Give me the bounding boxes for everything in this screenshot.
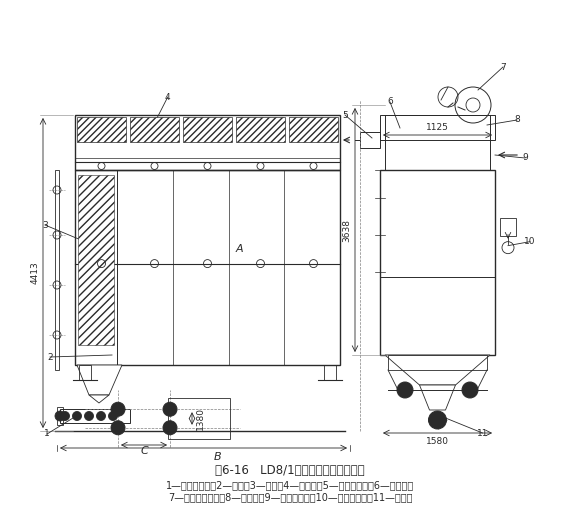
Text: A: A bbox=[236, 244, 243, 254]
Circle shape bbox=[111, 421, 125, 435]
Text: 10: 10 bbox=[524, 237, 536, 246]
Bar bbox=[168, 398, 230, 439]
Text: 1—螺旋输送机；2—灰斗；3—滤袋；4—检修门；5—净化气出口；6—排气阀；: 1—螺旋输送机；2—灰斗；3—滤袋；4—检修门；5—净化气出口；6—排气阀； bbox=[166, 480, 414, 490]
Text: 8: 8 bbox=[514, 116, 520, 124]
Polygon shape bbox=[385, 355, 490, 385]
Text: 图6-16   LD8/1型机械振打袋式除尘器: 图6-16 LD8/1型机械振打袋式除尘器 bbox=[215, 464, 365, 477]
Circle shape bbox=[397, 382, 413, 398]
Text: 2: 2 bbox=[47, 352, 53, 362]
Bar bbox=[75, 170, 117, 365]
Text: 1: 1 bbox=[44, 429, 50, 438]
Circle shape bbox=[462, 382, 478, 398]
Text: B: B bbox=[213, 452, 222, 462]
Circle shape bbox=[429, 411, 447, 429]
Text: 9: 9 bbox=[522, 153, 528, 163]
Circle shape bbox=[73, 412, 81, 421]
Text: 3: 3 bbox=[42, 220, 48, 229]
Bar bbox=[500, 218, 516, 236]
Text: 1580: 1580 bbox=[426, 437, 449, 446]
Bar bbox=[236, 117, 285, 142]
Circle shape bbox=[84, 412, 93, 421]
Bar bbox=[183, 117, 232, 142]
Text: 4413: 4413 bbox=[31, 261, 39, 285]
Bar bbox=[55, 170, 59, 370]
Text: 3638: 3638 bbox=[343, 218, 351, 242]
Circle shape bbox=[55, 411, 65, 421]
Text: 7: 7 bbox=[500, 62, 506, 71]
Bar bbox=[380, 170, 495, 355]
Circle shape bbox=[96, 412, 106, 421]
Text: 6: 6 bbox=[387, 98, 393, 107]
Text: 5: 5 bbox=[342, 110, 348, 120]
Bar bbox=[289, 117, 338, 142]
Bar bbox=[78, 175, 114, 345]
Text: 1380: 1380 bbox=[196, 407, 204, 430]
Text: 11: 11 bbox=[477, 428, 488, 437]
Bar bbox=[77, 117, 126, 142]
Circle shape bbox=[111, 402, 125, 416]
Circle shape bbox=[163, 402, 177, 416]
Text: 7—机械振打装置；8—进气阀；9—反吹气进口；10—含尘气进口；11—排尘阀: 7—机械振打装置；8—进气阀；9—反吹气进口；10—含尘气进口；11—排尘阀 bbox=[168, 492, 412, 502]
Circle shape bbox=[61, 412, 69, 421]
Bar bbox=[75, 115, 340, 170]
Polygon shape bbox=[77, 365, 122, 395]
Text: 4: 4 bbox=[165, 92, 171, 101]
Circle shape bbox=[433, 416, 441, 424]
Text: C: C bbox=[140, 446, 148, 456]
Bar bbox=[380, 115, 495, 140]
Bar bbox=[388, 355, 487, 370]
Bar bbox=[130, 117, 179, 142]
Polygon shape bbox=[89, 395, 109, 403]
Bar bbox=[79, 365, 91, 380]
Bar bbox=[324, 365, 336, 380]
Circle shape bbox=[163, 421, 177, 435]
Bar bbox=[75, 170, 340, 365]
Bar bbox=[60, 409, 130, 423]
Bar bbox=[360, 132, 380, 148]
Circle shape bbox=[108, 412, 118, 421]
Bar bbox=[57, 407, 63, 425]
Polygon shape bbox=[419, 385, 455, 410]
Text: 1125: 1125 bbox=[426, 123, 449, 132]
Bar bbox=[385, 115, 490, 170]
